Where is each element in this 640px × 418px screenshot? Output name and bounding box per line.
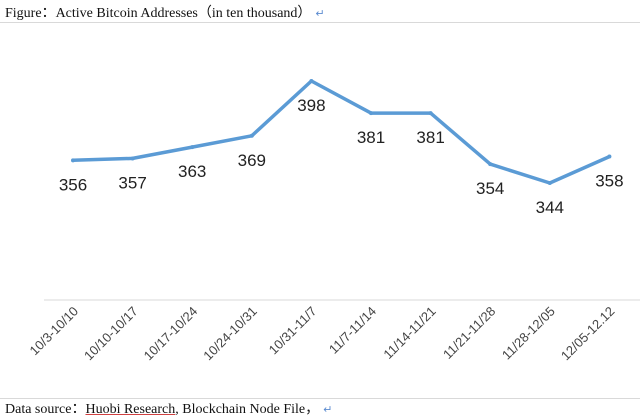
x-tick-label-7: 11/21-11/28 — [440, 304, 498, 362]
data-label-2: 363 — [178, 162, 206, 181]
figure-caption: Figure：Active Bitcoin Addresses（in ten t… — [5, 2, 325, 22]
line-chart: 356 357 363 369 398 381 381 354 344 358 10/3-10/10… — [27, 79, 640, 364]
data-label-9: 358 — [595, 172, 623, 191]
data-label-6: 381 — [416, 128, 444, 147]
source-link-huobi[interactable]: Huobi Research — [85, 402, 176, 417]
x-tick-label-0: 10/3-10/10 — [27, 304, 82, 359]
data-point-3 — [249, 133, 254, 138]
paragraph-return-icon: ↵ — [315, 7, 325, 20]
data-point-1 — [130, 156, 135, 161]
data-point-7 — [488, 162, 493, 167]
data-point-9 — [607, 154, 612, 159]
data-point-8 — [547, 181, 552, 185]
data-point-6 — [428, 111, 433, 116]
source-label: Data source： — [5, 402, 86, 417]
data-label-1: 357 — [118, 173, 146, 192]
data-point-2 — [190, 145, 195, 150]
data-label-7: 354 — [476, 179, 504, 198]
paragraph-return-icon: ↵ — [323, 403, 333, 416]
data-label-0: 356 — [59, 175, 87, 194]
x-tick-label-1: 10/10-10/17 — [81, 304, 141, 364]
data-point-0 — [71, 158, 75, 163]
x-tick-label-3: 10/24-10/31 — [200, 304, 260, 364]
source-rest: , Blockchain Node File， — [175, 402, 320, 417]
data-label-5: 381 — [357, 128, 385, 147]
figure-label: Figure： — [5, 6, 56, 21]
data-label-3: 369 — [238, 151, 266, 170]
x-tick-label-9: 12/05-12.12 — [558, 304, 618, 364]
data-label-4: 398 — [297, 96, 325, 115]
x-tick-label-2: 10/17-10/24 — [141, 304, 201, 364]
x-tick-label-5: 11/7-11/14 — [326, 304, 379, 357]
x-tick-label-6: 11/14-11/21 — [380, 304, 438, 362]
data-label-8: 344 — [536, 198, 564, 217]
x-tick-label-4: 10/31-11/7 — [266, 304, 320, 358]
chart-title: Active Bitcoin Addresses（in ten thousand… — [55, 6, 312, 21]
data-point-4 — [309, 79, 314, 83]
x-tick-label-8: 11/28-12/05 — [499, 304, 558, 363]
data-point-5 — [369, 111, 373, 116]
data-source-caption: Data source：Huobi Research, Blockchain N… — [5, 398, 332, 418]
chart-frame — [0, 22, 640, 399]
series-line — [71, 79, 612, 185]
